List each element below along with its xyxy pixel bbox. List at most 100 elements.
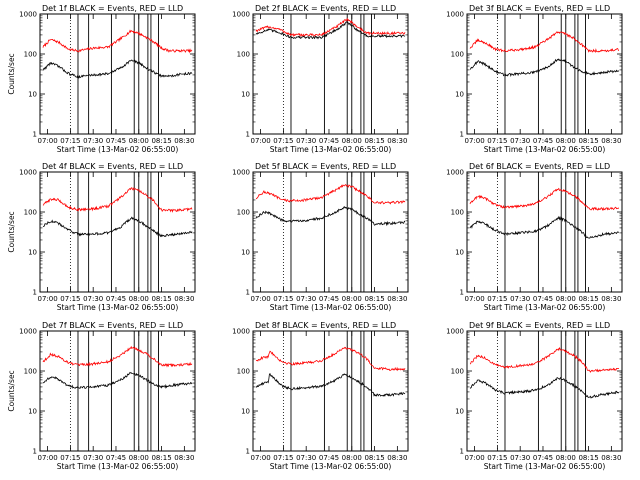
lld-series-line <box>469 347 620 373</box>
y-tick-label: 1 <box>460 448 464 456</box>
y-tick-label: 1000 <box>232 328 250 336</box>
x-tick-label: 07:45 <box>533 454 553 462</box>
events-series-line <box>42 371 193 390</box>
x-tick-label: 07:45 <box>319 295 339 303</box>
panel-1: Det 1f BLACK = Events, RED = LLD Counts/s… <box>7 4 196 154</box>
x-axis-label: Start Time (13-Mar-02 06:55:00) <box>270 303 392 312</box>
events-series-line <box>469 376 620 399</box>
x-tick-label: 07:30 <box>296 295 316 303</box>
lld-series-line <box>255 184 406 205</box>
panel-title: Det 6f BLACK = Events, RED = LLD <box>469 162 610 171</box>
x-tick-label: 08:15 <box>578 295 598 303</box>
y-tick-label: 100 <box>451 368 464 376</box>
y-tick-label: 10 <box>241 91 250 99</box>
x-tick-label: 07:30 <box>296 137 316 145</box>
panel-title: Det 3f BLACK = Events, RED = LLD <box>469 4 610 13</box>
panel-title: Det 7f BLACK = Events, RED = LLD <box>42 321 183 330</box>
x-tick-label: 08:15 <box>578 454 598 462</box>
x-tick-label: 08:00 <box>556 137 576 145</box>
x-tick-label: 08:00 <box>556 295 576 303</box>
plot-frame <box>252 171 409 293</box>
events-series-line <box>42 59 193 79</box>
x-tick-label: 07:15 <box>487 454 507 462</box>
y-tick-label: 100 <box>237 368 250 376</box>
y-tick-label: 10 <box>241 249 250 257</box>
x-tick-label: 07:00 <box>465 295 485 303</box>
panel-5: Det 5f BLACK = Events, RED = LLD 1 10 100 10… <box>232 162 409 312</box>
plot-frame <box>466 171 623 293</box>
x-tick-label: 07:30 <box>510 137 530 145</box>
panel-title: Det 2f BLACK = Events, RED = LLD <box>255 4 396 13</box>
x-tick-label: 08:15 <box>364 295 384 303</box>
panel-title: Det 4f BLACK = Events, RED = LLD <box>42 162 183 171</box>
panel-3: Det 3f BLACK = Events, RED = LLD 1 10 100 10… <box>446 4 623 154</box>
y-tick-label: 100 <box>24 209 37 217</box>
panel-9: Det 9f BLACK = Events, RED = LLD 1 10 100 10… <box>446 321 623 471</box>
y-tick-label: 100 <box>237 209 250 217</box>
panel-title: Det 1f BLACK = Events, RED = LLD <box>42 4 183 13</box>
x-axis-label: Start Time (13-Mar-02 06:55:00) <box>57 145 179 154</box>
x-tick-label: 07:00 <box>251 137 271 145</box>
x-tick-label: 08:15 <box>151 454 171 462</box>
panel-title: Det 5f BLACK = Events, RED = LLD <box>255 162 396 171</box>
events-series-line <box>255 373 406 397</box>
x-tick-label: 07:15 <box>273 137 293 145</box>
x-tick-label: 08:00 <box>342 454 362 462</box>
y-tick-label: 100 <box>237 51 250 59</box>
lld-series-line <box>42 29 193 54</box>
x-tick-label: 08:15 <box>364 137 384 145</box>
y-tick-label: 1 <box>33 289 37 297</box>
panel-2: Det 2f BLACK = Events, RED = LLD 1 10 100 10… <box>232 4 409 154</box>
y-tick-label: 1000 <box>232 169 250 177</box>
x-tick-label: 08:30 <box>174 137 194 145</box>
x-axis-label: Start Time (13-Mar-02 06:55:00) <box>484 145 606 154</box>
y-tick-label: 10 <box>28 91 37 99</box>
x-tick-label: 07:00 <box>251 295 271 303</box>
y-tick-label: 10 <box>455 91 464 99</box>
x-tick-label: 08:15 <box>151 295 171 303</box>
x-tick-label: 07:00 <box>465 454 485 462</box>
y-tick-label: 10 <box>28 249 37 257</box>
x-tick-label: 07:00 <box>465 137 485 145</box>
y-tick-label: 10 <box>455 249 464 257</box>
x-tick-label: 07:15 <box>487 137 507 145</box>
x-tick-label: 07:30 <box>83 137 103 145</box>
x-axis-label: Start Time (13-Mar-02 06:55:00) <box>484 462 606 471</box>
x-tick-label: 07:15 <box>60 137 80 145</box>
events-series-line <box>42 216 193 238</box>
x-tick-label: 07:15 <box>273 295 293 303</box>
x-tick-label: 08:15 <box>151 137 171 145</box>
events-series-line <box>469 215 620 239</box>
y-tick-label: 1000 <box>19 11 37 19</box>
x-tick-label: 07:45 <box>106 137 126 145</box>
y-tick-label: 1 <box>246 448 250 456</box>
y-tick-label: 1000 <box>446 328 464 336</box>
events-series-line <box>469 58 620 78</box>
plot-frame <box>39 330 196 452</box>
x-tick-label: 08:00 <box>342 295 362 303</box>
x-tick-label: 07:00 <box>38 454 58 462</box>
lld-series-line <box>469 187 620 211</box>
plot-frame <box>466 330 623 452</box>
x-tick-label: 08:30 <box>601 295 621 303</box>
y-tick-label: 100 <box>24 368 37 376</box>
y-axis-label: Counts/sec <box>7 370 16 411</box>
x-tick-label: 07:15 <box>273 454 293 462</box>
x-tick-label: 07:45 <box>533 137 553 145</box>
lld-series-line <box>469 31 619 54</box>
x-tick-label: 07:00 <box>251 454 271 462</box>
x-tick-label: 08:30 <box>174 295 194 303</box>
x-tick-label: 07:15 <box>487 295 507 303</box>
lld-series-line <box>255 17 406 38</box>
panel-4: Det 4f BLACK = Events, RED = LLD Counts/s… <box>7 162 196 312</box>
plot-frame <box>39 171 196 293</box>
x-axis-label: Start Time (13-Mar-02 06:55:00) <box>270 462 392 471</box>
panel-7: Det 7f BLACK = Events, RED = LLD Counts/s… <box>7 321 196 471</box>
y-tick-label: 100 <box>451 209 464 217</box>
y-tick-label: 1 <box>246 131 250 139</box>
x-tick-label: 07:45 <box>319 137 339 145</box>
y-tick-label: 1 <box>246 289 250 297</box>
x-tick-label: 07:15 <box>60 454 80 462</box>
plot-frame <box>466 13 623 135</box>
y-tick-label: 1000 <box>446 169 464 177</box>
